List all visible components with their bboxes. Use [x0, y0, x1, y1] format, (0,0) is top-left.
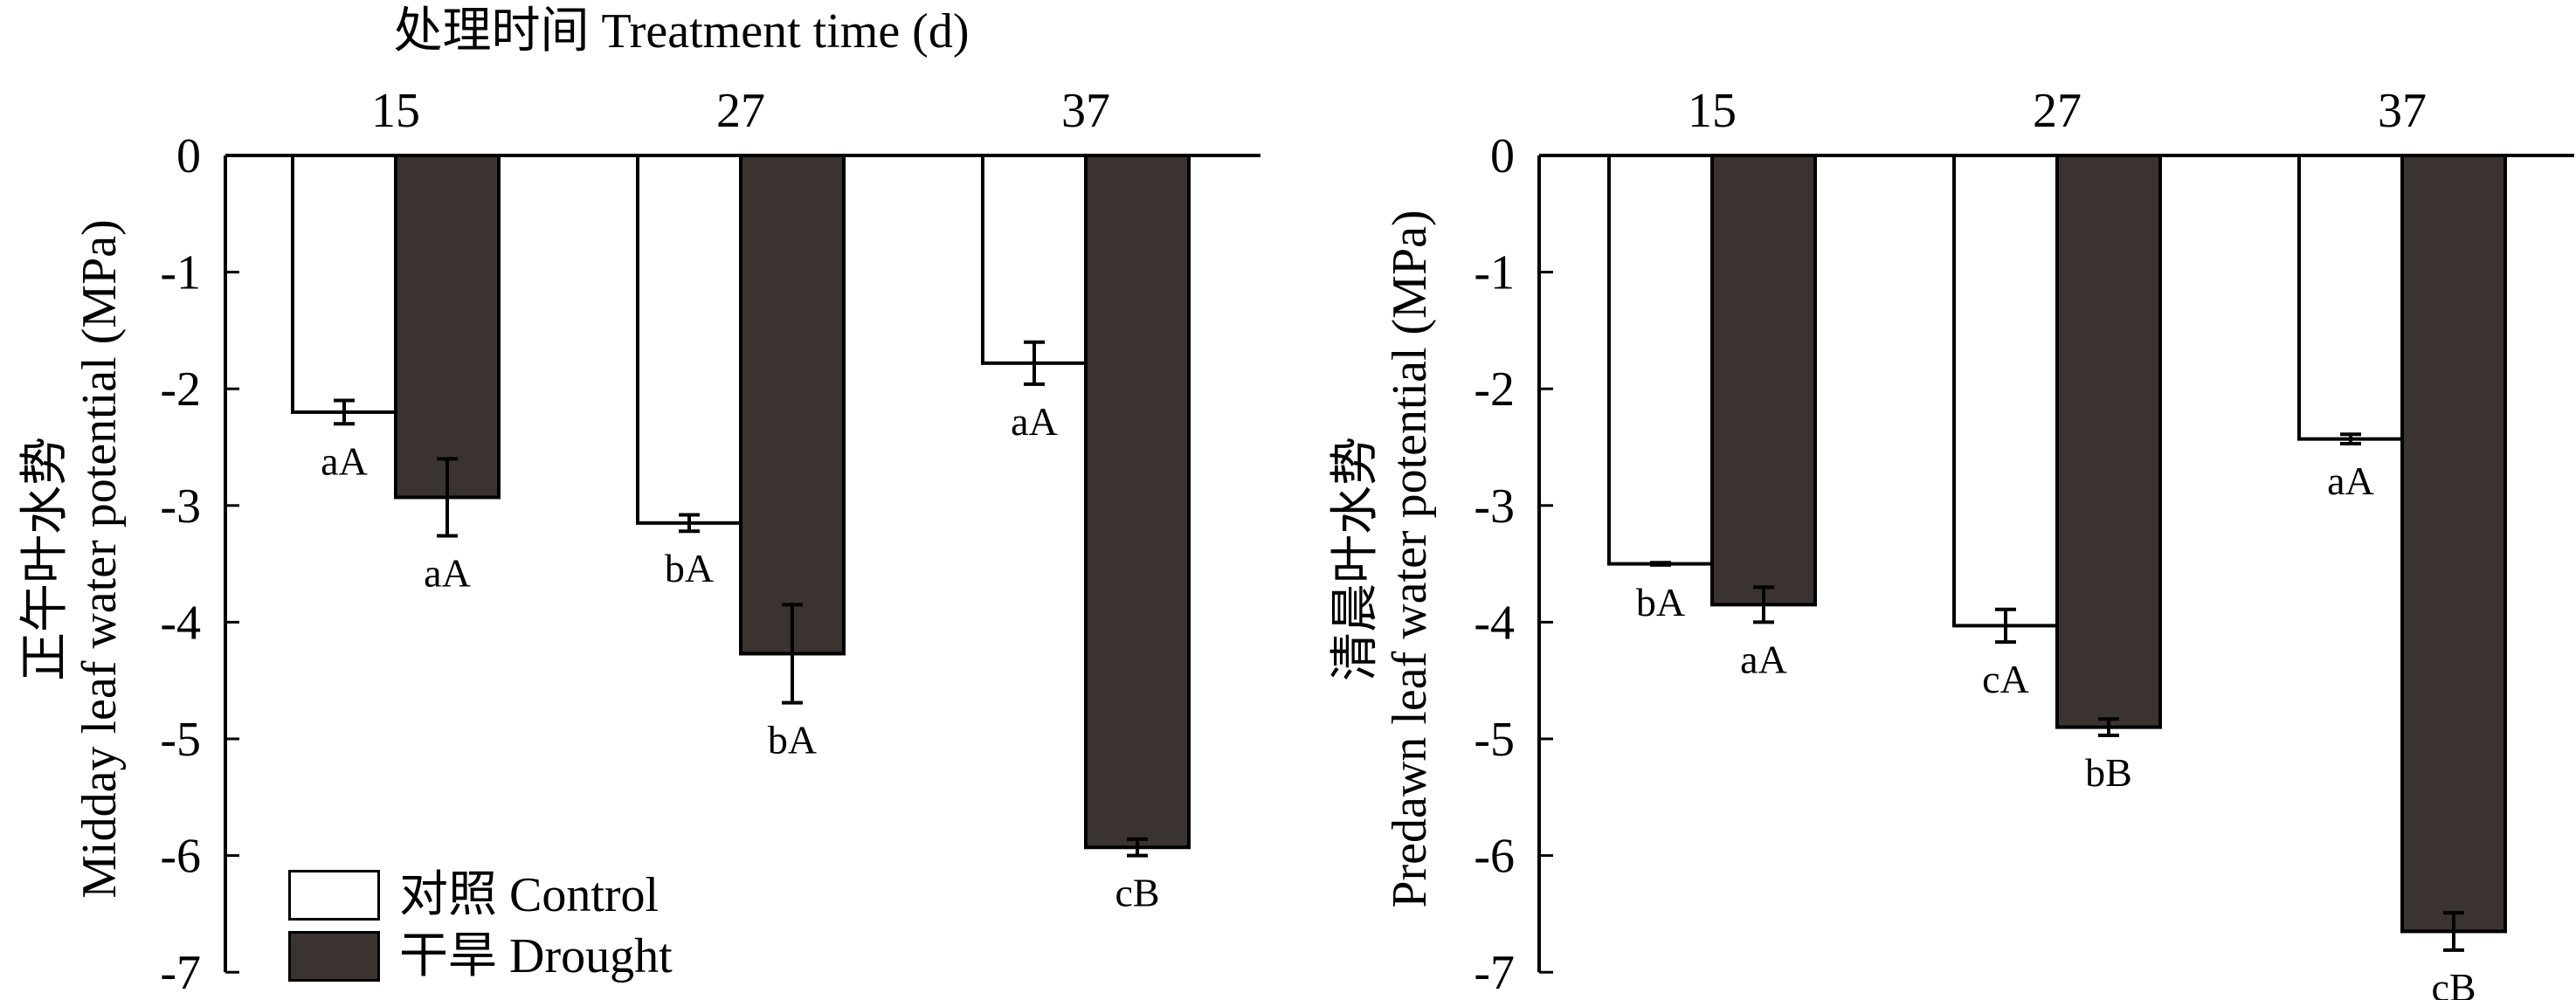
predawn-bar-control [2297, 154, 2404, 441]
midday-y-axis-label: 正午叶水势 [18, 437, 73, 681]
midday-y-tick-label: -4 [160, 596, 201, 650]
predawn-bar-control [1607, 154, 1714, 566]
predawn-bar-drought [1710, 154, 1817, 607]
predawn-y-axis-label: Predawn leaf water potential (MPa) [1383, 210, 1437, 907]
midday-bar-drought [1084, 154, 1191, 850]
predawn-y-tick-label: 0 [1490, 129, 1515, 183]
predawn-y-tick-label: -3 [1474, 479, 1515, 534]
midday-significance-label: aA [424, 551, 471, 596]
predawn-y-tick-label: -1 [1474, 246, 1515, 300]
midday-y-axis-label: Midday leaf water potential (MPa) [73, 219, 127, 899]
midday-y-tick-label: -1 [160, 246, 201, 300]
legend: 对照 Control 干旱 Drought [288, 865, 673, 987]
midday-bar-control [291, 154, 397, 414]
predawn-significance-label: cA [1982, 657, 2029, 701]
legend-swatch-control [288, 870, 380, 921]
midday-y-tick-label: -3 [160, 479, 201, 534]
predawn-bar-drought [2400, 154, 2507, 934]
predawn-significance-label: bB [2085, 750, 2132, 795]
predawn-y-tick-label: -6 [1474, 830, 1515, 884]
midday-y-tick-label: -5 [160, 713, 201, 767]
midday-significance-label: aA [321, 438, 368, 483]
predawn-significance-label: bA [1636, 580, 1685, 624]
midday-y-tick-label: -2 [160, 362, 201, 417]
predawn-y-tick-label: -4 [1474, 596, 1515, 650]
predawn-significance-label: cB [2431, 965, 2476, 1000]
midday-bar-drought [739, 154, 846, 656]
midday-category-label: 15 [371, 84, 420, 138]
midday-bar-control [636, 154, 742, 525]
predawn-significance-label: aA [2327, 459, 2374, 503]
predawn-category-label: 37 [2378, 84, 2427, 138]
midday-y-tick-label: -6 [160, 830, 201, 884]
midday-category-label: 37 [1061, 84, 1110, 138]
predawn-category-label: 15 [1688, 84, 1737, 138]
midday-significance-label: bA [665, 546, 714, 590]
midday-significance-label: aA [1011, 399, 1058, 444]
midday-bar-drought [394, 154, 501, 500]
predawn-category-label: 27 [2033, 84, 2082, 138]
predawn-bar-drought [2055, 154, 2162, 729]
midday-significance-label: cB [1115, 871, 1159, 915]
predawn-y-axis-label: 清晨叶水势 [1329, 437, 1383, 681]
legend-label-control: 对照 Control [399, 868, 660, 922]
predawn-bar-control [1952, 154, 2059, 628]
treatment-time-title: 处理时间 Treatment time (d) [393, 4, 970, 59]
predawn-significance-label: aA [1740, 637, 1787, 681]
midday-y-tick-label: -7 [160, 946, 201, 1000]
legend-item-control: 对照 Control [288, 865, 673, 926]
legend-swatch-drought [288, 931, 380, 982]
predawn-y-tick-label: -7 [1474, 946, 1515, 1000]
midday-bar-control [981, 154, 1088, 365]
predawn-y-tick-label: -2 [1474, 362, 1515, 417]
midday-y-tick-label: 0 [176, 129, 201, 183]
predawn-y-tick-label: -5 [1474, 713, 1515, 767]
legend-item-drought: 干旱 Drought [288, 926, 673, 987]
midday-significance-label: bA [768, 718, 817, 762]
midday-category-label: 27 [716, 84, 765, 138]
legend-label-drought: 干旱 Drought [399, 929, 673, 983]
